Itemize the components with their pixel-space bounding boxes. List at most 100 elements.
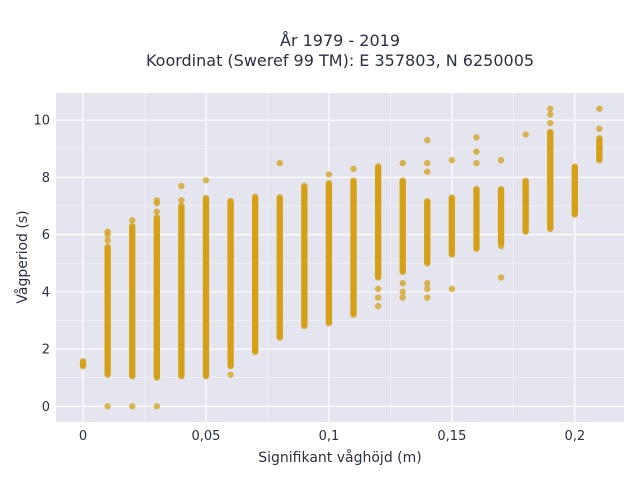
data-point — [227, 197, 234, 205]
x-axis-title: Signifikant våghöjd (m) — [258, 449, 421, 466]
data-point — [399, 159, 406, 167]
data-point — [473, 134, 480, 141]
y-tick-label: 0 — [42, 400, 50, 415]
data-point — [399, 280, 406, 287]
data-point — [424, 294, 431, 301]
point-column — [596, 105, 603, 164]
data-point — [497, 242, 505, 250]
data-point — [497, 185, 505, 193]
point-column — [350, 165, 357, 318]
data-point — [350, 294, 357, 301]
data-point — [129, 403, 136, 410]
data-point — [596, 135, 603, 142]
data-point — [350, 177, 357, 184]
data-point — [374, 302, 382, 310]
point-column — [374, 163, 382, 310]
point-column — [547, 105, 554, 233]
data-point — [104, 243, 111, 250]
point-column — [424, 137, 431, 301]
plot-area — [56, 93, 624, 422]
data-point — [473, 159, 480, 167]
data-point — [350, 165, 357, 173]
data-point — [276, 194, 283, 201]
chart-title-line1: År 1979 - 2019 — [280, 31, 400, 50]
point-column — [104, 228, 111, 410]
point-column — [571, 163, 579, 218]
point-column — [448, 157, 456, 293]
data-point — [448, 157, 456, 164]
data-point — [473, 185, 480, 193]
data-point — [547, 105, 554, 112]
y-tick-label: 2 — [42, 343, 50, 358]
y-tick-label: 6 — [42, 228, 50, 243]
data-point — [448, 194, 456, 201]
point-column — [399, 159, 406, 301]
data-point — [424, 159, 431, 167]
data-point — [325, 171, 333, 178]
point-column — [473, 134, 480, 253]
data-point — [104, 403, 111, 410]
x-tick-label: 0,05 — [192, 429, 221, 444]
data-point — [547, 111, 554, 118]
data-point — [571, 163, 579, 170]
point-column — [276, 159, 283, 341]
data-point — [227, 371, 234, 378]
point-column — [202, 177, 210, 380]
data-point — [399, 177, 406, 184]
data-point — [129, 217, 136, 224]
y-tick-label: 10 — [33, 114, 50, 129]
data-point — [178, 182, 185, 190]
data-point — [424, 280, 431, 287]
data-point — [522, 177, 529, 184]
data-point — [276, 159, 283, 167]
data-point — [202, 177, 210, 184]
data-point — [374, 294, 382, 301]
data-point — [596, 105, 603, 112]
data-point — [424, 168, 431, 175]
data-point — [153, 214, 161, 221]
data-point — [325, 179, 333, 187]
data-point — [104, 237, 111, 244]
data-point — [424, 285, 431, 293]
x-tick-label: 0,2 — [564, 429, 585, 444]
point-column — [178, 182, 185, 380]
y-tick-label: 8 — [42, 171, 50, 186]
point-column — [497, 157, 505, 281]
data-point — [547, 128, 554, 135]
y-axis-title: Vågperiod (s) — [14, 210, 31, 303]
data-point — [424, 197, 431, 205]
chart-title-line2: Koordinat (Sweref 99 TM): E 357803, N 62… — [146, 51, 534, 70]
data-point — [522, 131, 529, 138]
y-tick-label: 4 — [42, 285, 50, 300]
data-point — [178, 197, 185, 204]
point-column — [325, 171, 333, 327]
data-point — [374, 285, 382, 293]
data-points — [79, 105, 603, 410]
data-point — [497, 274, 505, 281]
data-point — [547, 119, 554, 127]
data-point — [202, 194, 210, 202]
data-point — [104, 228, 111, 235]
data-point — [301, 182, 308, 190]
data-point — [399, 288, 406, 296]
x-tick-label: 0,1 — [319, 429, 340, 444]
data-point — [473, 148, 480, 155]
x-tick-labels: 0 0,05 0,1 0,15 0,2 — [79, 429, 585, 444]
point-column — [153, 197, 161, 410]
point-column — [227, 197, 234, 378]
data-point — [79, 358, 87, 365]
point-column — [301, 182, 308, 330]
data-point — [178, 202, 185, 210]
data-point — [424, 137, 431, 144]
data-point — [129, 222, 136, 230]
data-point — [399, 294, 406, 301]
y-tick-labels: 0 2 4 6 8 10 — [33, 114, 50, 415]
data-point — [596, 125, 603, 132]
point-column — [522, 131, 529, 235]
point-column — [79, 358, 87, 370]
data-point — [153, 208, 161, 215]
data-point — [497, 157, 505, 164]
point-column — [129, 217, 136, 410]
data-point — [251, 193, 259, 200]
